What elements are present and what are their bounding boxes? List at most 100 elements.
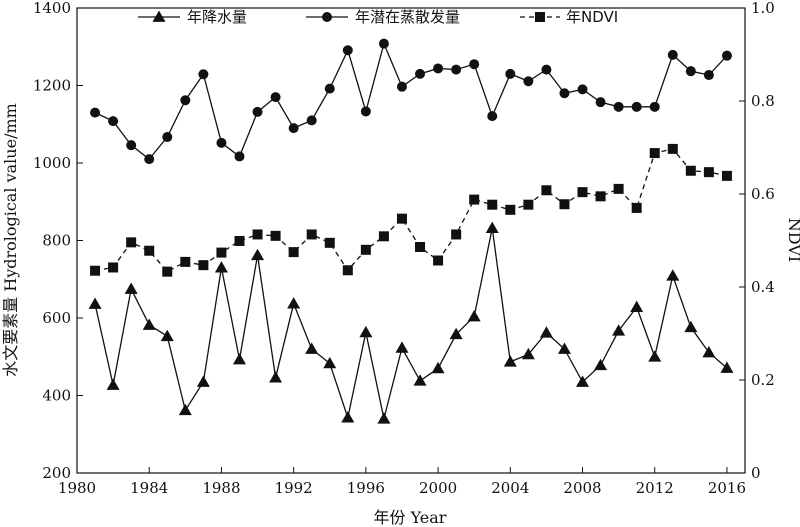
x-tick-label: 2012 [636, 479, 674, 497]
data-point [413, 374, 427, 386]
data-point [162, 266, 173, 277]
x-tick-label: 2016 [708, 479, 746, 497]
data-point [178, 403, 192, 416]
data-point [666, 269, 680, 281]
data-point [415, 68, 426, 79]
data-point [108, 116, 119, 127]
data-point [469, 59, 480, 70]
data-point [685, 165, 696, 176]
data-point [360, 244, 371, 255]
data-point [487, 111, 498, 122]
data-point [649, 101, 660, 112]
legend-item-ndvi: 年NDVI [520, 8, 618, 26]
y-right-tick-label: 0.2 [751, 371, 775, 389]
data-point [541, 185, 552, 196]
data-point [216, 247, 227, 258]
data-point [144, 154, 155, 165]
data-point [108, 262, 119, 273]
x-axis-title: 年份 Year [374, 508, 447, 527]
data-point [703, 167, 714, 178]
data-point [342, 265, 353, 276]
x-tick-label: 1980 [58, 479, 96, 497]
data-point [160, 329, 174, 342]
data-point [180, 95, 191, 106]
data-point [576, 375, 590, 387]
data-point [595, 191, 606, 202]
data-point [631, 202, 642, 213]
data-point [631, 101, 642, 112]
data-point [144, 245, 155, 256]
y-left-tick-label: 600 [42, 309, 71, 327]
data-point [269, 371, 283, 383]
data-point [523, 199, 534, 210]
plot-frame [76, 7, 746, 474]
data-point [415, 242, 426, 253]
data-point [232, 352, 246, 365]
series-layer [88, 38, 734, 424]
data-point [433, 63, 444, 74]
data-point [630, 300, 644, 313]
data-point [503, 355, 517, 367]
legend-item-precipitation: 年降水量 [138, 8, 247, 26]
data-point [539, 326, 553, 338]
y-left-tick-label: 800 [42, 232, 71, 250]
data-point [378, 231, 389, 242]
y-left-tick-label: 400 [42, 387, 71, 405]
data-point [559, 88, 570, 99]
data-point [180, 256, 191, 267]
data-point [648, 350, 662, 362]
data-point [469, 194, 480, 205]
data-point [451, 229, 462, 240]
data-point [234, 151, 245, 162]
y-right-tick-label: 0.4 [751, 278, 775, 296]
legend-marker [322, 12, 332, 22]
data-point [451, 64, 462, 75]
data-point [324, 83, 335, 94]
x-tick-label: 2000 [419, 479, 457, 497]
y-left-tick-label: 1400 [33, 0, 71, 17]
y-right-tick-label: 0.8 [751, 92, 775, 110]
data-point [305, 342, 319, 354]
data-point [541, 64, 552, 75]
legend-label: 年潜在蒸散发量 [355, 8, 460, 26]
x-axis: 1980 1984 1988 1992 1996 2000 2004 2008 2012 2016 [58, 467, 746, 497]
series-line-precipitation [94, 227, 728, 421]
y-left-tick-label: 1000 [33, 154, 71, 172]
data-point [721, 50, 732, 61]
y-right-tick-label: 0.6 [751, 185, 775, 203]
legend-marker [535, 12, 545, 22]
data-point [595, 97, 606, 108]
data-point [487, 199, 498, 210]
data-point [306, 229, 317, 240]
data-point [449, 327, 463, 340]
data-point [198, 69, 209, 80]
data-point [720, 361, 734, 373]
data-point [359, 325, 373, 338]
data-point [251, 248, 265, 261]
data-point [613, 183, 624, 194]
data-point [505, 68, 516, 79]
data-point [467, 309, 481, 322]
data-point [126, 237, 137, 248]
data-point [142, 318, 156, 330]
data-point [485, 221, 499, 233]
data-point [612, 324, 626, 336]
y-left-tick-label: 200 [42, 464, 71, 482]
data-point [90, 265, 101, 276]
data-point [288, 123, 299, 134]
data-point [703, 70, 714, 81]
data-point [106, 378, 120, 390]
x-tick-label: 1984 [130, 479, 168, 497]
data-point [396, 213, 407, 224]
data-point [577, 187, 588, 198]
data-point [521, 347, 535, 360]
data-point [324, 237, 335, 248]
data-point [323, 356, 337, 369]
data-point [684, 320, 698, 333]
data-point [667, 143, 678, 154]
data-point [196, 375, 210, 387]
data-point [341, 411, 355, 423]
legend: 年降水量 年潜在蒸散发量 年NDVI [138, 8, 618, 26]
x-tick-label: 1996 [347, 479, 385, 497]
